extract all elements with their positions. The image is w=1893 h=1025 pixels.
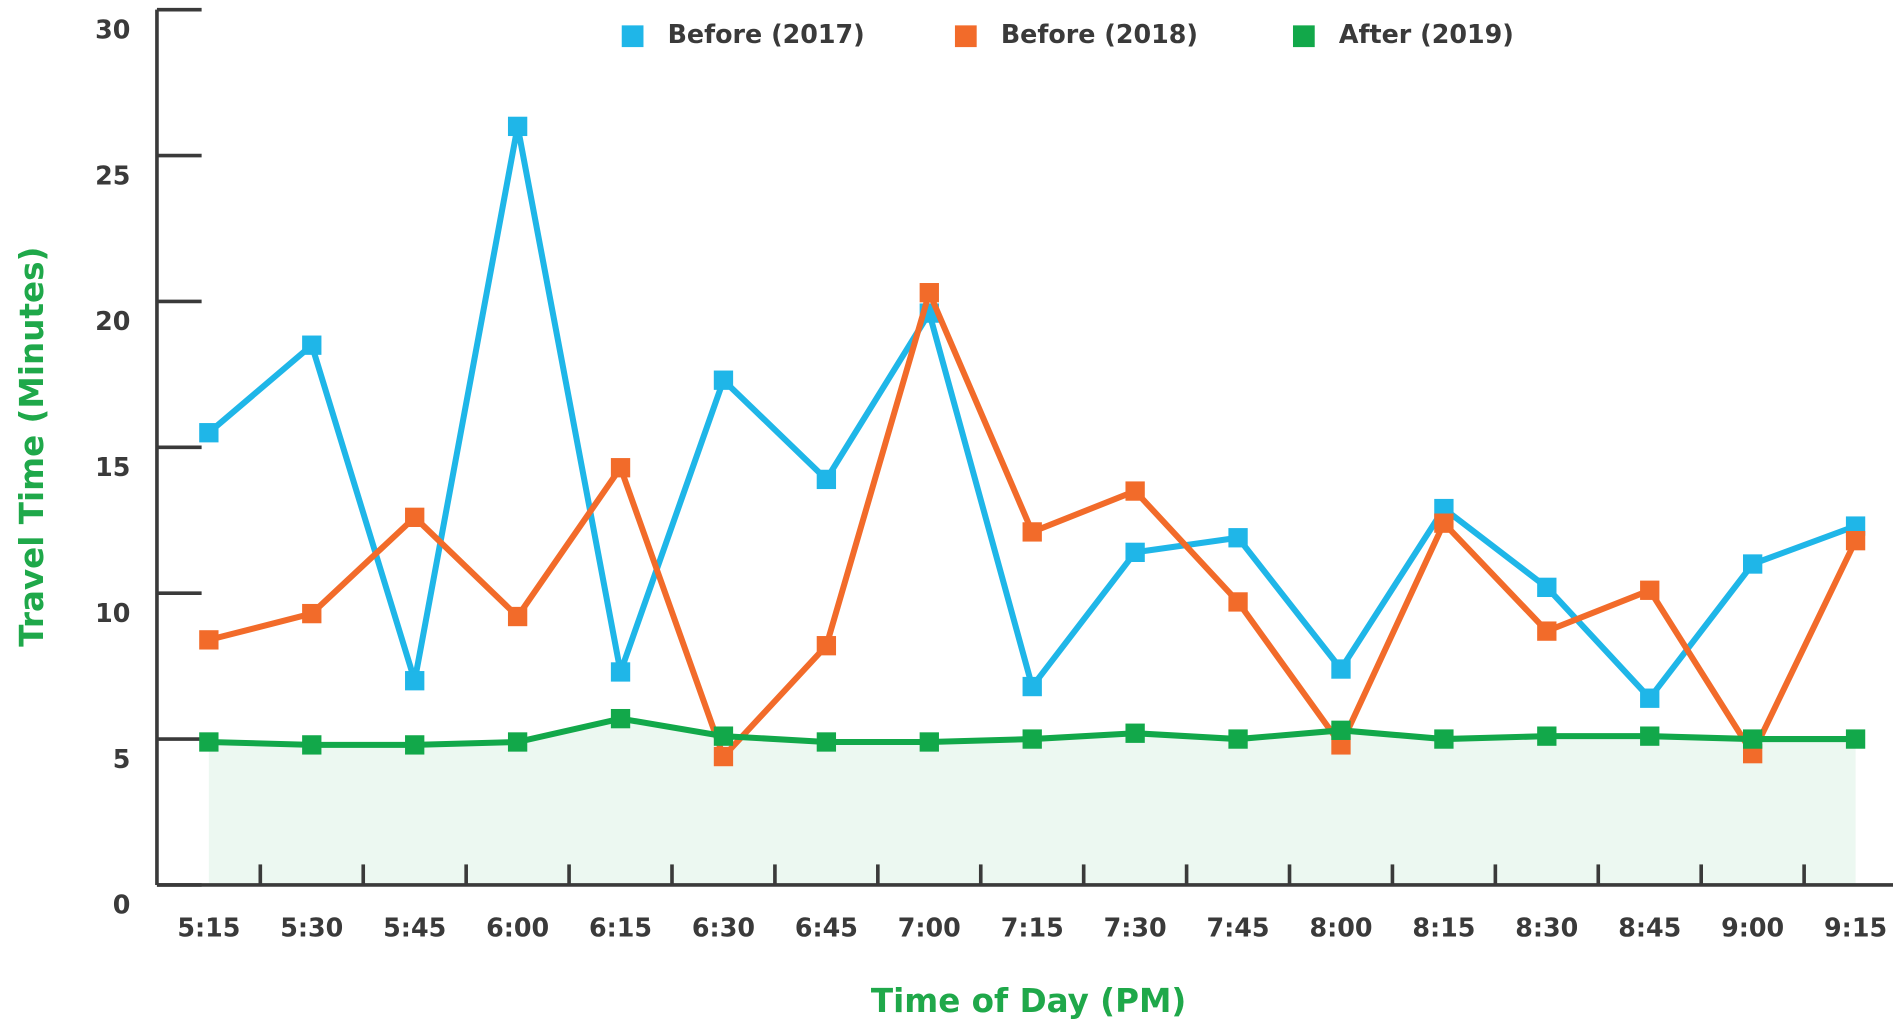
- y-tick-label: 20: [95, 306, 130, 336]
- x-tick-label: 6:15: [589, 913, 652, 943]
- marker: [1331, 659, 1351, 679]
- marker: [1537, 726, 1557, 746]
- x-tick-label: 8:30: [1515, 913, 1578, 943]
- marker: [1228, 592, 1248, 612]
- x-tick-label: 6:00: [486, 913, 549, 943]
- y-tick-label: 5: [113, 744, 131, 774]
- marker: [405, 507, 425, 527]
- y-tick-label: 25: [95, 160, 130, 190]
- marker: [919, 732, 939, 752]
- x-tick-label: 8:45: [1618, 913, 1681, 943]
- x-tick-label: 7:00: [898, 913, 961, 943]
- marker: [1537, 621, 1557, 641]
- marker: [1845, 531, 1866, 551]
- marker: [1228, 528, 1248, 548]
- x-tick-label: 8:15: [1412, 913, 1475, 943]
- x-tick-label: 6:45: [795, 913, 858, 943]
- x-tick-label: 5:45: [383, 913, 446, 943]
- legend-swatch: [954, 25, 977, 48]
- legend-label: Before (2017): [668, 19, 865, 49]
- marker: [1640, 688, 1660, 708]
- marker: [1742, 729, 1763, 749]
- marker: [1125, 542, 1145, 562]
- marker: [816, 732, 837, 752]
- y-tick-label: 15: [95, 452, 130, 482]
- marker: [1640, 726, 1660, 746]
- area: [208, 718, 1856, 885]
- marker: [816, 469, 837, 490]
- marker: [1742, 743, 1763, 764]
- marker: [405, 735, 425, 755]
- x-tick-label: 7:15: [1001, 913, 1064, 943]
- legend-swatch: [621, 25, 644, 48]
- marker: [1845, 516, 1866, 536]
- marker: [507, 116, 528, 137]
- marker: [1537, 577, 1557, 598]
- marker: [1331, 735, 1351, 755]
- y-tick-label: 0: [113, 890, 131, 920]
- marker: [1022, 522, 1042, 542]
- marker: [302, 735, 322, 755]
- marker: [1022, 729, 1042, 749]
- x-tick-label: 9:15: [1824, 913, 1887, 943]
- marker: [1331, 720, 1351, 740]
- marker: [713, 370, 734, 390]
- y-tick-label: 30: [95, 14, 130, 44]
- marker: [1022, 676, 1042, 697]
- series-line: [206, 123, 1857, 702]
- y-axis-title: Travel Time (Minutes): [13, 247, 51, 647]
- x-tick-label: 5:30: [280, 913, 343, 943]
- marker: [1125, 481, 1145, 501]
- y-tick-label: 10: [95, 598, 130, 628]
- marker: [610, 458, 631, 478]
- legend-label: After (2019): [1339, 19, 1514, 49]
- x-axis-title: Time of Day (PM): [871, 982, 1186, 1020]
- marker: [199, 423, 219, 443]
- marker: [610, 708, 631, 729]
- marker: [1640, 580, 1660, 600]
- marker: [507, 606, 528, 627]
- legend-swatch: [1292, 25, 1315, 48]
- x-tick-label: 6:30: [692, 913, 755, 943]
- marker: [507, 732, 528, 752]
- marker: [1125, 723, 1145, 743]
- legend-label: Before (2018): [1001, 19, 1198, 49]
- marker: [816, 636, 837, 656]
- marker: [1434, 498, 1454, 519]
- x-tick-label: 7:45: [1207, 913, 1270, 943]
- marker: [713, 726, 734, 746]
- marker: [302, 335, 322, 355]
- marker: [405, 671, 425, 691]
- x-tick-label: 8:00: [1309, 913, 1372, 943]
- marker: [1434, 513, 1454, 533]
- x-tick-label: 5:15: [177, 913, 240, 943]
- marker: [1228, 729, 1248, 749]
- marker: [199, 630, 219, 650]
- x-tick-label: 9:00: [1721, 913, 1784, 943]
- marker: [1845, 729, 1866, 749]
- marker: [610, 662, 631, 682]
- marker: [302, 603, 322, 624]
- marker: [1742, 554, 1763, 574]
- marker: [919, 283, 939, 303]
- x-tick-label: 7:30: [1104, 913, 1167, 943]
- marker: [713, 746, 734, 767]
- marker: [199, 732, 219, 752]
- marker: [1434, 729, 1454, 749]
